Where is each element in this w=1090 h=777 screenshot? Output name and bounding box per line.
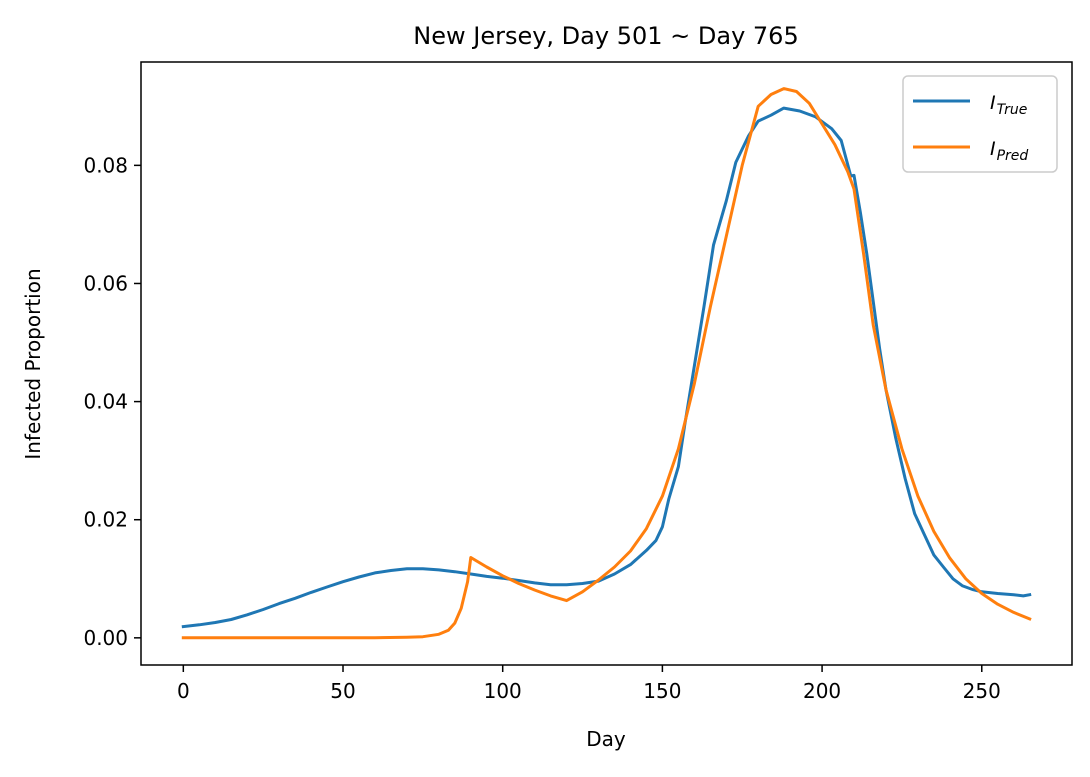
y-tick-label: 0.04	[83, 390, 128, 414]
legend-label-true: ITrue	[990, 92, 1027, 118]
legend-box	[902, 75, 1058, 173]
y-tick-label: 0.02	[83, 508, 128, 532]
x-tick-label: 250	[963, 679, 1001, 703]
x-tick-label: 100	[484, 679, 522, 703]
x-tick-label: 150	[643, 679, 681, 703]
series-line-pred	[181, 87, 1032, 640]
chart-title: New Jersey, Day 501 ~ Day 765	[413, 22, 798, 50]
plot-area	[140, 61, 1073, 666]
x-tick-label: 200	[803, 679, 841, 703]
x-axis: 0 50 100 150 200 250	[177, 665, 1001, 703]
x-tick-label: 50	[330, 679, 355, 703]
y-tick-label: 0.08	[83, 153, 128, 177]
x-axis-label: Day	[586, 727, 626, 751]
y-tick-label: 0.00	[83, 626, 128, 650]
y-tick-label: 0.06	[83, 271, 128, 295]
legend: ITrue IPred	[902, 75, 1058, 173]
y-axis: 0.00 0.02 0.04 0.06 0.08	[83, 153, 141, 650]
y-axis-label: Infected Proportion	[21, 268, 45, 459]
plot-frame	[140, 61, 1073, 666]
legend-label-pred: IPred	[990, 138, 1028, 164]
x-tick-label: 0	[177, 679, 190, 703]
